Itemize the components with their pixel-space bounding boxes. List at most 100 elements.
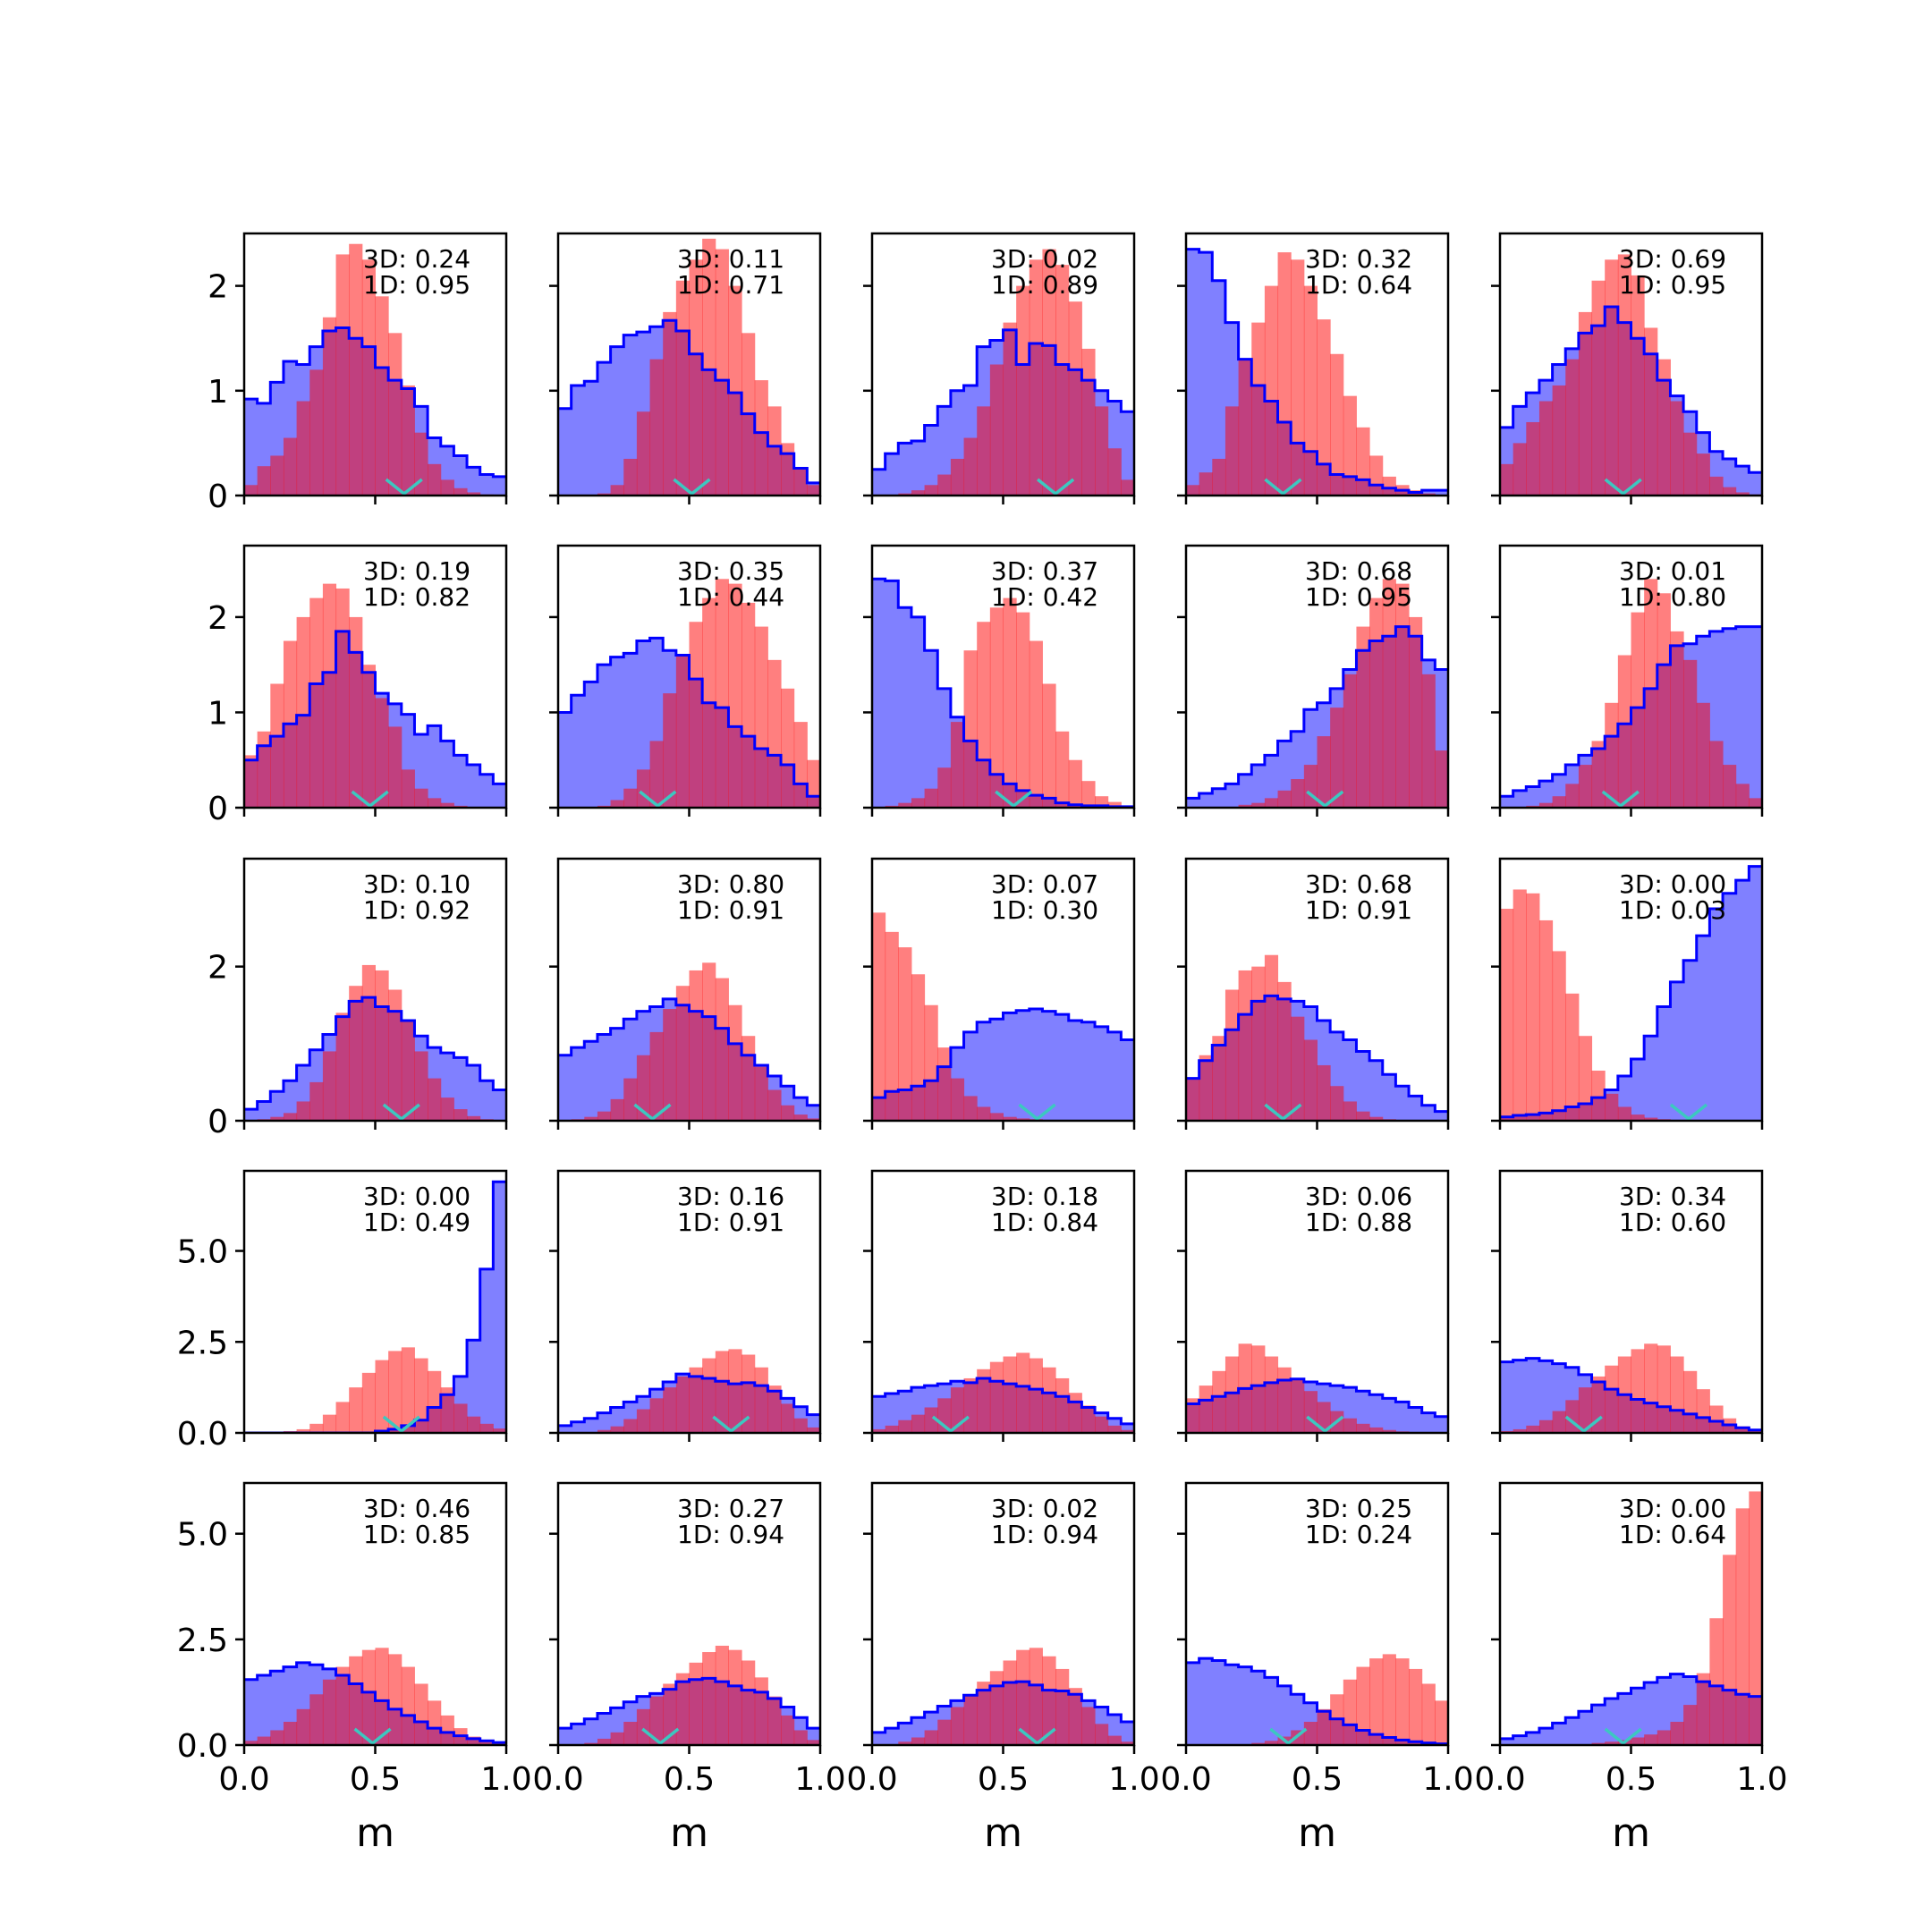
series-1d-bar <box>1591 741 1606 808</box>
series-1d-bar <box>1303 1039 1318 1121</box>
y-tick-label: 0 <box>208 479 228 515</box>
series-1d-bar <box>1395 583 1410 808</box>
series-1d-bar <box>1029 640 1043 808</box>
series-1d-bar <box>950 1707 965 1745</box>
annotation-3d: 3D: 0.00 <box>363 1182 470 1211</box>
series-1d-bar <box>467 1416 481 1433</box>
series-1d-bar <box>767 1696 782 1745</box>
series-1d-bar <box>950 1078 965 1121</box>
series-1d-bar <box>283 1722 298 1745</box>
series-1d-bar <box>1107 801 1122 808</box>
series-1d-bar <box>1186 1078 1200 1121</box>
series-1d-bar <box>414 1358 428 1433</box>
annotation-1d: 1D: 0.44 <box>677 582 784 612</box>
series-1d-bar <box>428 463 442 496</box>
series-1d-bar <box>728 285 742 496</box>
series-1d-bar <box>767 406 782 496</box>
x-tick-label: 0.0 <box>846 1761 897 1798</box>
estimate-marker <box>931 1415 970 1433</box>
series-1d-bar <box>1186 485 1200 496</box>
series-1d-bar <box>1068 301 1082 496</box>
plot-area <box>244 1648 506 1745</box>
series-1d-bar <box>1578 765 1593 808</box>
series-1d-bar <box>675 280 690 496</box>
series-3d-fill <box>872 579 1134 808</box>
estimate-marker <box>385 478 423 496</box>
annotation-3d: 3D: 0.18 <box>991 1182 1098 1211</box>
x-tick-label: 0.5 <box>350 1761 401 1798</box>
series-3d-step-line <box>244 1661 506 1744</box>
series-1d-bar <box>924 1730 938 1745</box>
series-1d-bar <box>1617 1106 1631 1121</box>
annotation-1d: 1D: 0.85 <box>363 1520 470 1549</box>
annotation-3d: 3D: 0.34 <box>1619 1182 1726 1211</box>
series-1d-bar <box>1369 597 1384 808</box>
series-1d-bar <box>453 1109 468 1121</box>
series-1d-bar <box>1617 655 1631 808</box>
series-1d-bar <box>361 1649 376 1745</box>
series-1d-bar <box>977 406 991 496</box>
x-tick-label: 1.0 <box>1108 1761 1159 1798</box>
series-1d-bar <box>781 1105 795 1121</box>
series-1d-bar <box>1591 280 1606 496</box>
annotation-1d: 1D: 0.95 <box>1619 270 1726 300</box>
series-1d-bar <box>1565 359 1580 496</box>
y-tick-label: 1 <box>208 374 228 411</box>
series-1d-bar <box>1382 476 1396 496</box>
series-1d-bar <box>1631 1349 1645 1433</box>
series-1d-bar <box>1369 455 1384 496</box>
annotation-3d: 3D: 0.24 <box>363 244 470 274</box>
series-1d-bar <box>1735 784 1750 808</box>
series-1d-bar <box>1042 1367 1056 1433</box>
series-1d-bar <box>728 1349 742 1433</box>
plot-area <box>1186 579 1448 808</box>
series-1d-bar <box>1212 458 1226 496</box>
series-1d-bar <box>649 359 664 496</box>
series-1d-bar <box>453 487 468 496</box>
series-1d-bar <box>754 380 768 496</box>
series-1d-bar <box>428 1078 442 1121</box>
series-1d-bar <box>479 1741 494 1745</box>
annotation-1d: 1D: 0.94 <box>991 1520 1098 1549</box>
series-1d-bar <box>335 254 350 496</box>
series-1d-bar <box>649 1398 664 1433</box>
series-1d-bar <box>623 1722 638 1745</box>
series-1d-bar <box>610 485 624 496</box>
series-1d-bar <box>1605 259 1619 496</box>
annotation-3d: 3D: 0.80 <box>677 869 784 899</box>
annotation-3d: 3D: 0.46 <box>363 1494 470 1523</box>
series-1d-bar <box>1356 626 1370 808</box>
series-1d-bar <box>767 659 782 808</box>
series-1d-bar <box>898 1419 912 1433</box>
series-1d-bar <box>649 741 664 808</box>
series-1d-bar <box>1095 1724 1109 1745</box>
series-1d-bar <box>467 492 481 496</box>
annotation-3d: 3D: 0.07 <box>991 869 1098 899</box>
series-1d-bar <box>728 583 742 808</box>
series-1d-bar <box>1303 1722 1318 1745</box>
series-1d-bar <box>1356 1423 1370 1433</box>
estimate-marker <box>1264 478 1302 496</box>
series-1d-bar <box>309 1423 324 1433</box>
series-1d-bar <box>361 259 376 496</box>
series-1d-bar <box>1382 1429 1396 1433</box>
series-1d-bar <box>388 1654 402 1745</box>
series-1d-bar <box>1356 427 1370 496</box>
series-1d-bar <box>388 989 402 1121</box>
series-1d-bar <box>1068 1688 1082 1745</box>
y-tick-label: 1 <box>208 695 228 732</box>
series-1d-bar <box>989 364 1004 496</box>
series-3d-step-line <box>1186 1377 1448 1419</box>
series-1d-bar <box>1644 579 1658 808</box>
series-1d-bar <box>1565 784 1580 808</box>
estimate-marker <box>639 790 677 808</box>
series-1d-bar <box>1317 1064 1331 1121</box>
series-1d-bar <box>1042 1656 1056 1745</box>
series-1d-bar <box>1696 1673 1710 1745</box>
